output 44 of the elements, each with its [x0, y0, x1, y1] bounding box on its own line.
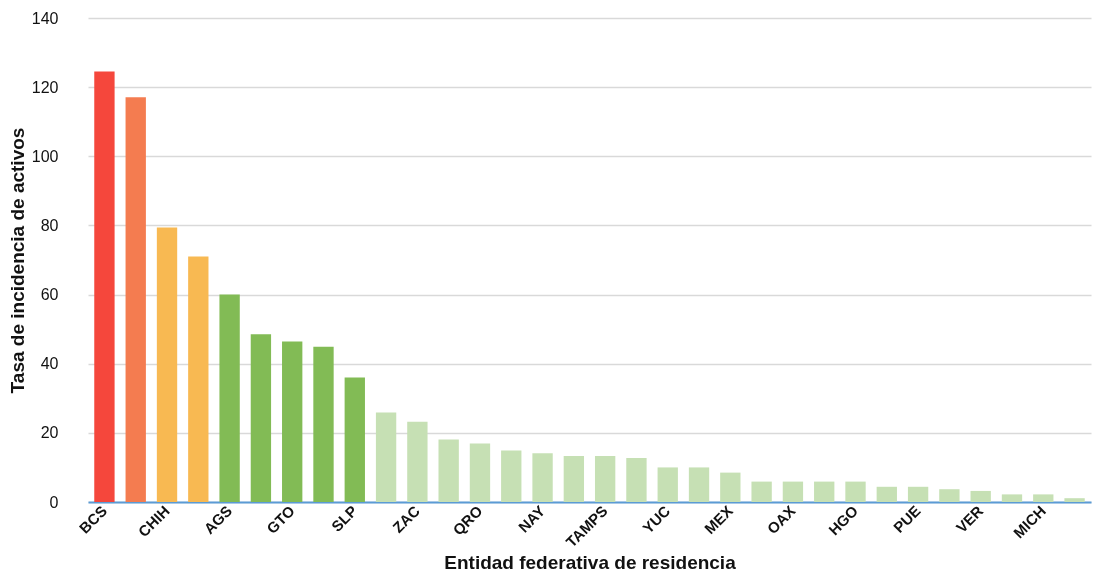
bar [657, 467, 678, 502]
bar [907, 486, 929, 502]
bar [532, 453, 553, 502]
y-tick-label: 120 [31, 78, 59, 96]
bar [814, 481, 835, 502]
y-axis-title: Tasa de incidencia de activos [6, 127, 28, 394]
bar [1033, 494, 1054, 502]
x-tick-label: VER [952, 502, 987, 536]
y-tick-label: 140 [31, 9, 59, 27]
bar [344, 377, 365, 502]
bar [469, 443, 491, 502]
bar [594, 456, 616, 502]
bar [970, 490, 991, 502]
bar [156, 227, 178, 502]
bar [407, 421, 428, 502]
bar [720, 472, 741, 502]
bar [1064, 498, 1085, 502]
bar [250, 334, 272, 502]
bar [751, 481, 772, 502]
bar [626, 458, 647, 502]
bar [501, 450, 522, 502]
y-tick-label: 80 [40, 216, 59, 234]
bar [688, 467, 710, 502]
bar [1001, 494, 1023, 502]
y-tick-label: 20 [40, 424, 59, 442]
bar [313, 346, 334, 502]
bar [876, 486, 897, 502]
y-tick-label: 60 [40, 286, 59, 304]
x-tick-label: SLP [327, 502, 361, 535]
bar [188, 256, 209, 502]
bar [563, 456, 585, 502]
bar [438, 439, 459, 502]
bar [125, 97, 146, 502]
bar [282, 341, 303, 502]
bar [939, 489, 960, 502]
bar [782, 481, 804, 502]
bar [375, 412, 397, 502]
y-tick-label: 0 [49, 493, 59, 511]
bar [845, 481, 866, 502]
bar [219, 294, 240, 502]
bar [94, 71, 115, 502]
y-tick-label: 100 [31, 147, 59, 165]
x-axis-title: Entidad federativa de residencia [444, 552, 737, 574]
y-tick-label: 40 [40, 355, 59, 373]
